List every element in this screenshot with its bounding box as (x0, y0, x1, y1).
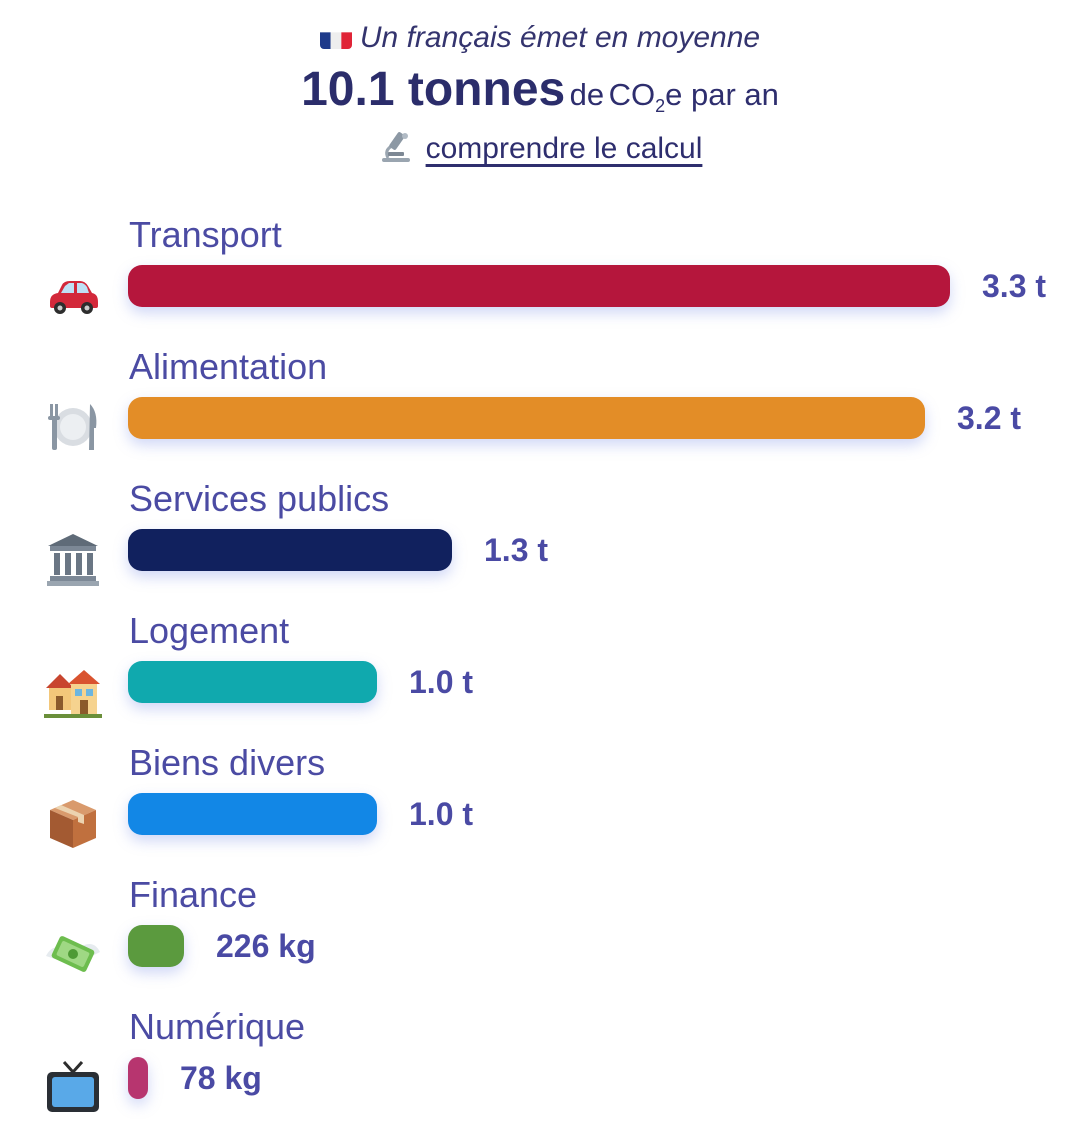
total-emissions: 10.1 tonnes (301, 63, 566, 116)
classical-building-icon (44, 530, 102, 588)
france-flag-icon (319, 27, 352, 49)
bar-alimentation (128, 397, 925, 439)
category-row-services-publics: Services publics 1.3 t (0, 464, 1080, 596)
category-label: Numérique (129, 1006, 306, 1047)
bar-value-label: 1.0 t (409, 796, 474, 832)
bar-finance (128, 925, 184, 967)
category-row-transport: Transport 3.3 t (0, 200, 1080, 332)
bar-biens-divers (128, 793, 377, 835)
bar-value-label: 3.2 t (957, 400, 1022, 436)
unit-prefix: de (569, 77, 605, 112)
package-icon (44, 794, 102, 852)
headline: 10.1 tonnes de CO2e par an (0, 60, 1080, 136)
money-wings-icon (44, 926, 102, 984)
category-label: Logement (129, 610, 290, 651)
bar-services-publics (128, 529, 452, 571)
subtitle-text: Un français émet en moyenne (359, 21, 761, 54)
bar-value-label: 1.3 t (484, 532, 549, 568)
understand-calculation-link[interactable]: comprendre le calcul (425, 132, 703, 165)
category-row-alimentation: Alimentation 3.2 t (0, 332, 1080, 464)
television-icon (44, 1058, 102, 1116)
bar-transport (128, 265, 950, 307)
car-icon (44, 266, 102, 324)
category-label: Transport (129, 214, 282, 255)
houses-icon (44, 662, 102, 720)
category-label: Biens divers (129, 742, 326, 783)
unit-co2: CO2e par an (608, 77, 779, 117)
category-row-biens-divers: Biens divers 1.0 t (0, 728, 1080, 860)
category-row-logement: Logement 1.0 t (0, 596, 1080, 728)
emissions-bar-chart: Transport 3.3 t Alimentation 3.2 t Services … (0, 200, 1080, 1118)
bar-value-label: 1.0 t (409, 664, 474, 700)
category-row-finance: Finance 226 kg (0, 860, 1080, 992)
bar-value-label: 78 kg (180, 1060, 262, 1096)
fork-knife-plate-icon (44, 398, 102, 456)
category-label: Finance (129, 874, 258, 915)
microscope-icon (378, 128, 414, 164)
calc-link-row: comprendre le calcul (0, 128, 1080, 169)
category-label: Services publics (129, 478, 390, 519)
bar-value-label: 226 kg (216, 928, 316, 964)
subtitle-line: Un français émet en moyenne (0, 20, 1080, 56)
category-row-numerique: Numérique 78 kg (0, 992, 1080, 1124)
bar-logement (128, 661, 377, 703)
bar-numerique (128, 1057, 148, 1099)
bar-value-label: 3.3 t (982, 268, 1047, 304)
category-label: Alimentation (129, 346, 328, 387)
